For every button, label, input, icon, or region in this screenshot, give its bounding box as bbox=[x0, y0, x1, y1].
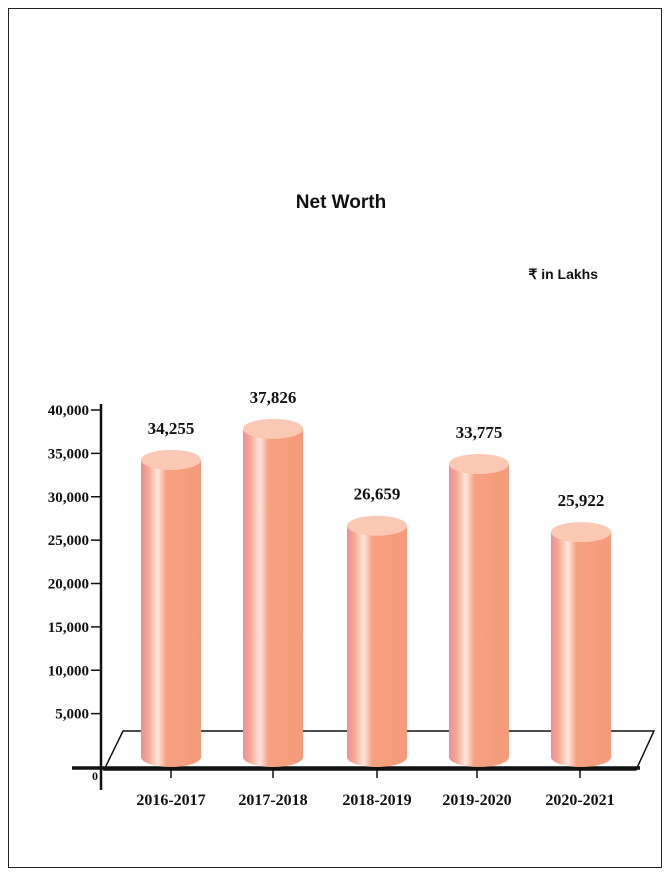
bar-top bbox=[243, 418, 303, 439]
x-axis: 2016-2017 2017-2018 2018-2019 2019-2020 2020… bbox=[136, 768, 615, 809]
y-axis: 5,000 10,000 15,000 20,000 25,000 30,000 35,00… bbox=[48, 403, 103, 790]
bar-value-label: 25,922 bbox=[558, 491, 605, 510]
bar-top bbox=[347, 515, 407, 536]
x-category-label: 2017-2018 bbox=[238, 792, 307, 809]
y-tick-label: 40,000 bbox=[48, 403, 89, 419]
y-tick-label: 25,000 bbox=[48, 533, 89, 549]
y-tick-label: 5,000 bbox=[55, 707, 89, 723]
bar-2019-2020: 33,775 bbox=[449, 423, 509, 767]
y-tick-label: 15,000 bbox=[48, 620, 89, 636]
y-tick-label: 35,000 bbox=[48, 446, 89, 462]
y-origin-label: 0 bbox=[92, 769, 98, 783]
bar-value-label: 26,659 bbox=[354, 485, 401, 504]
bar-body bbox=[551, 532, 611, 767]
x-category-label: 2019-2020 bbox=[442, 792, 511, 809]
chart-title: Net Worth bbox=[296, 192, 386, 213]
bar-2016-2017: 34,255 bbox=[141, 419, 201, 767]
bar-2018-2019: 26,659 bbox=[347, 485, 407, 767]
unit-label: ₹ in Lakhs bbox=[528, 266, 598, 282]
bar-top bbox=[551, 522, 611, 543]
bar-value-label: 37,826 bbox=[250, 388, 297, 407]
x-category-label: 2018-2019 bbox=[342, 792, 411, 809]
bar-body bbox=[449, 464, 509, 767]
bars-group: 34,255 37,826 26,659 33,775 25,922 bbox=[141, 388, 611, 767]
bar-value-label: 34,255 bbox=[148, 419, 195, 438]
x-category-label: 2016-2017 bbox=[136, 792, 205, 809]
bar-2020-2021: 25,922 bbox=[551, 491, 611, 767]
bar-top bbox=[449, 454, 509, 475]
bar-body bbox=[243, 428, 303, 767]
bar-top bbox=[141, 449, 201, 470]
x-category-label: 2020-2021 bbox=[545, 792, 614, 809]
y-tick-label: 10,000 bbox=[48, 663, 89, 679]
bar-value-label: 33,775 bbox=[456, 423, 503, 442]
bar-body bbox=[347, 525, 407, 767]
y-tick-label: 30,000 bbox=[48, 490, 89, 506]
y-tick-label: 20,000 bbox=[48, 577, 89, 593]
bar-body bbox=[141, 459, 201, 767]
bar-2017-2018: 37,826 bbox=[243, 388, 303, 767]
